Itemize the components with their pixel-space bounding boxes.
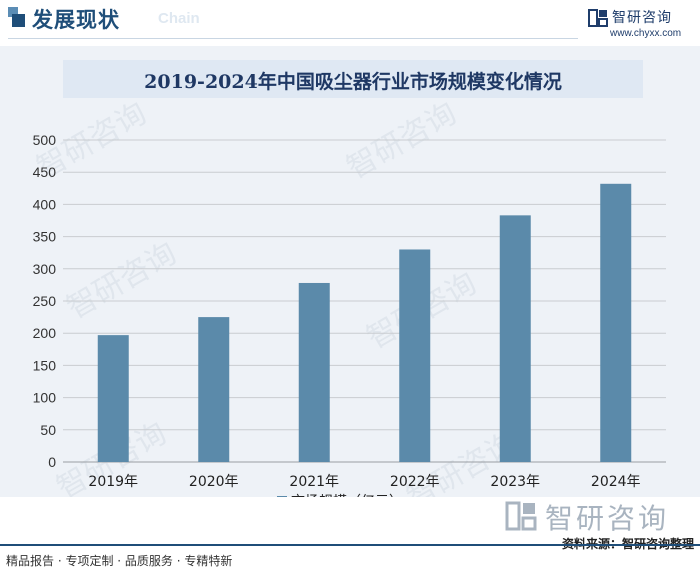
y-tick-label: 450 xyxy=(33,164,57,180)
page-header: 发展现状 Chain 智研咨询 www.chyxx.com xyxy=(0,0,700,46)
y-tick-label: 50 xyxy=(40,422,56,438)
y-tick-label: 100 xyxy=(33,390,57,406)
brand-url: www.chyxx.com xyxy=(610,28,682,39)
bar xyxy=(198,317,230,462)
header-divider xyxy=(8,38,578,39)
brand-logo-icon xyxy=(588,9,608,27)
y-tick-label: 300 xyxy=(33,261,57,277)
y-tick-label: 350 xyxy=(33,229,57,245)
footer-services: 精品报告 · 专项定制 · 品质服务 · 专精特新 xyxy=(6,554,233,568)
x-tick-label: 2024年 xyxy=(591,474,641,490)
header-accent-square xyxy=(8,7,18,17)
bar-chart: 0 50 100 150 200 250 300 350 400 450 500 2019年 2020年… xyxy=(33,132,666,510)
x-tick-label: 2023年 xyxy=(490,474,540,490)
bar xyxy=(298,282,330,462)
section-title-ghost: Chain xyxy=(158,10,200,27)
y-tick-label: 400 xyxy=(33,196,57,212)
y-tick-label: 200 xyxy=(33,325,57,341)
y-tick-label: 150 xyxy=(33,357,57,373)
x-tick-label: 2019年 xyxy=(88,474,138,490)
bar xyxy=(399,249,431,462)
section-title: 发展现状 xyxy=(32,8,120,32)
bar xyxy=(600,183,632,463)
header-accent-square xyxy=(12,14,25,27)
chart-title-band: 2019-2024年中国吸尘器行业市场规模变化情况 xyxy=(63,60,643,98)
footer-brand: 智研咨询 xyxy=(545,502,670,535)
bar xyxy=(499,215,531,462)
y-tick-label: 250 xyxy=(33,293,57,309)
brand-name: 智研咨询 xyxy=(612,10,672,26)
chart-title: 2019-2024年中国吸尘器行业市场规模变化情况 xyxy=(144,71,562,93)
footer-logo-icon xyxy=(505,501,537,531)
page-footer: 智研咨询 资料来源：智研咨询整理 精品报告 · 专项定制 · 品质服务 · 专精… xyxy=(0,497,700,570)
bar xyxy=(97,335,129,462)
x-tick-label: 2020年 xyxy=(189,474,239,490)
chart-panel: 智研咨询 智研咨询 智研咨询 智研咨询 智研咨询 智研咨询 2019-2024年… xyxy=(0,46,700,546)
y-tick-label: 500 xyxy=(33,132,57,148)
x-tick-label: 2021年 xyxy=(289,474,339,490)
x-tick-label: 2022年 xyxy=(390,474,440,490)
footer-divider xyxy=(0,544,700,546)
y-tick-label: 0 xyxy=(48,454,56,470)
